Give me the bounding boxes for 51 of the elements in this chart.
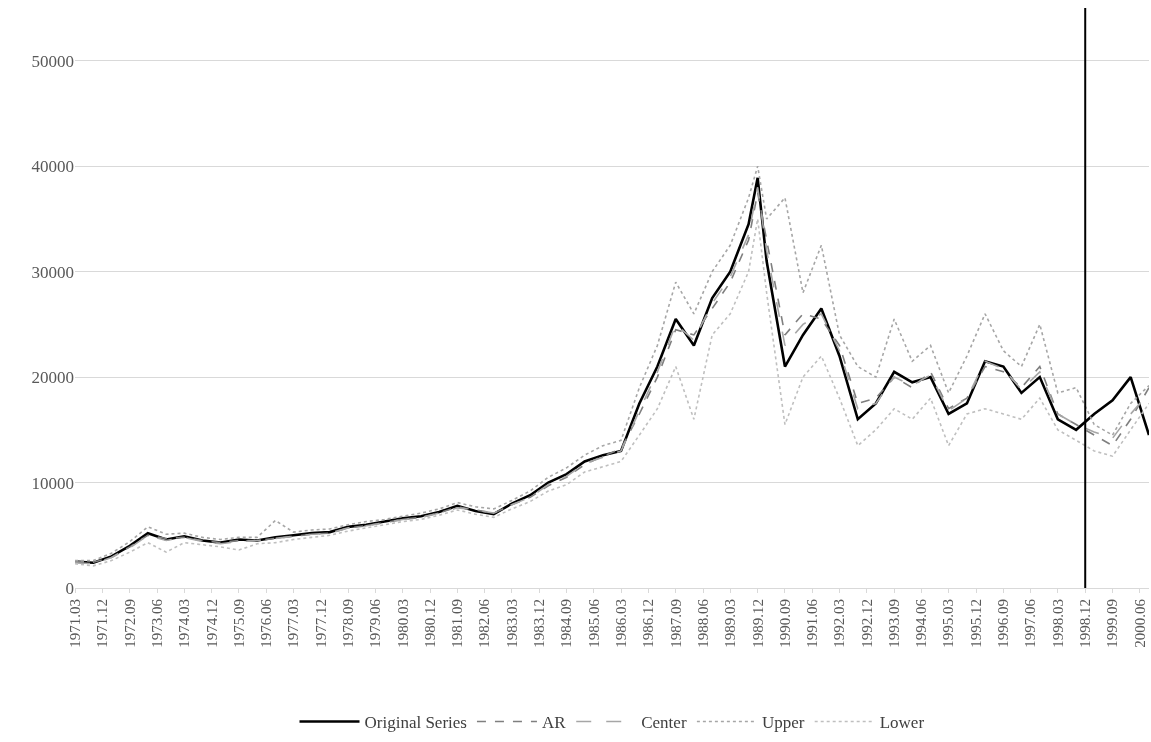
x-tick-label: 2000.06 xyxy=(1131,598,1148,648)
x-tick-label: 1994.06 xyxy=(913,598,930,648)
x-tick-label: 1991.06 xyxy=(804,598,821,648)
y-tick-label: 40000 xyxy=(31,157,74,177)
y-tick-label: 10000 xyxy=(31,473,74,493)
y-tick-label: 0 xyxy=(65,578,74,598)
x-tick-label: 1997.06 xyxy=(1022,598,1039,648)
x-tick-label: 1998.03 xyxy=(1049,599,1066,648)
x-tick-label: 1976.06 xyxy=(258,598,275,648)
x-tick-label: 1977.12 xyxy=(312,599,329,648)
y-tick-label: 20000 xyxy=(31,368,74,388)
x-tick-label: 1972.09 xyxy=(121,599,138,648)
x-tick-label: 1974.12 xyxy=(203,599,220,648)
x-tick-label: 1985.06 xyxy=(585,598,602,648)
x-tick-label: 1971.12 xyxy=(94,599,111,648)
x-tick-label: 1983.03 xyxy=(503,599,520,648)
x-tick-label: 1982.06 xyxy=(476,598,493,648)
x-tick-label: 1996.09 xyxy=(995,599,1012,648)
y-tick-label: 50000 xyxy=(31,51,74,71)
x-tick-label: 1986.03 xyxy=(612,599,629,648)
x-tick-label: 1979.06 xyxy=(367,598,384,648)
legend-label: Upper xyxy=(761,713,805,733)
x-tick-label: 1986.12 xyxy=(640,599,657,648)
x-tick-label: 1999.09 xyxy=(1104,599,1121,648)
x-tick-label: 1980.12 xyxy=(421,599,438,648)
x-tick-label: 1989.03 xyxy=(722,599,739,648)
x-tick-label: 1987.09 xyxy=(667,599,684,648)
y-tick-label: 30000 xyxy=(31,262,74,282)
x-tick-label: 1975.09 xyxy=(230,599,247,648)
legend-label: Lower xyxy=(879,713,925,733)
x-tick-label: 1989.12 xyxy=(749,599,766,648)
legend-label: AR xyxy=(541,713,567,733)
x-tick-label: 1995.12 xyxy=(967,599,984,648)
x-tick-label: 1971.03 xyxy=(66,599,83,648)
x-tick-label: 1981.09 xyxy=(449,599,466,648)
x-tick-label: 1988.06 xyxy=(694,598,711,648)
legend-label: Center xyxy=(641,713,687,733)
x-tick-label: 1973.06 xyxy=(148,598,165,648)
x-tick-label: 1998.12 xyxy=(1077,599,1094,648)
x-tick-label: 1990.09 xyxy=(776,599,793,648)
x-tick-label: 1977.03 xyxy=(285,599,302,648)
x-tick-label: 1984.09 xyxy=(558,599,575,648)
x-tick-label: 1993.09 xyxy=(886,599,903,648)
x-tick-label: 1983.12 xyxy=(531,599,548,648)
legend-label: Original Series xyxy=(364,713,467,733)
x-tick-label: 1992.03 xyxy=(831,599,848,648)
x-tick-label: 1992.12 xyxy=(858,599,875,648)
x-tick-label: 1974.03 xyxy=(176,599,193,648)
x-tick-label: 1995.03 xyxy=(940,599,957,648)
x-tick-label: 1980.03 xyxy=(394,599,411,648)
x-tick-label: 1978.09 xyxy=(340,599,357,648)
